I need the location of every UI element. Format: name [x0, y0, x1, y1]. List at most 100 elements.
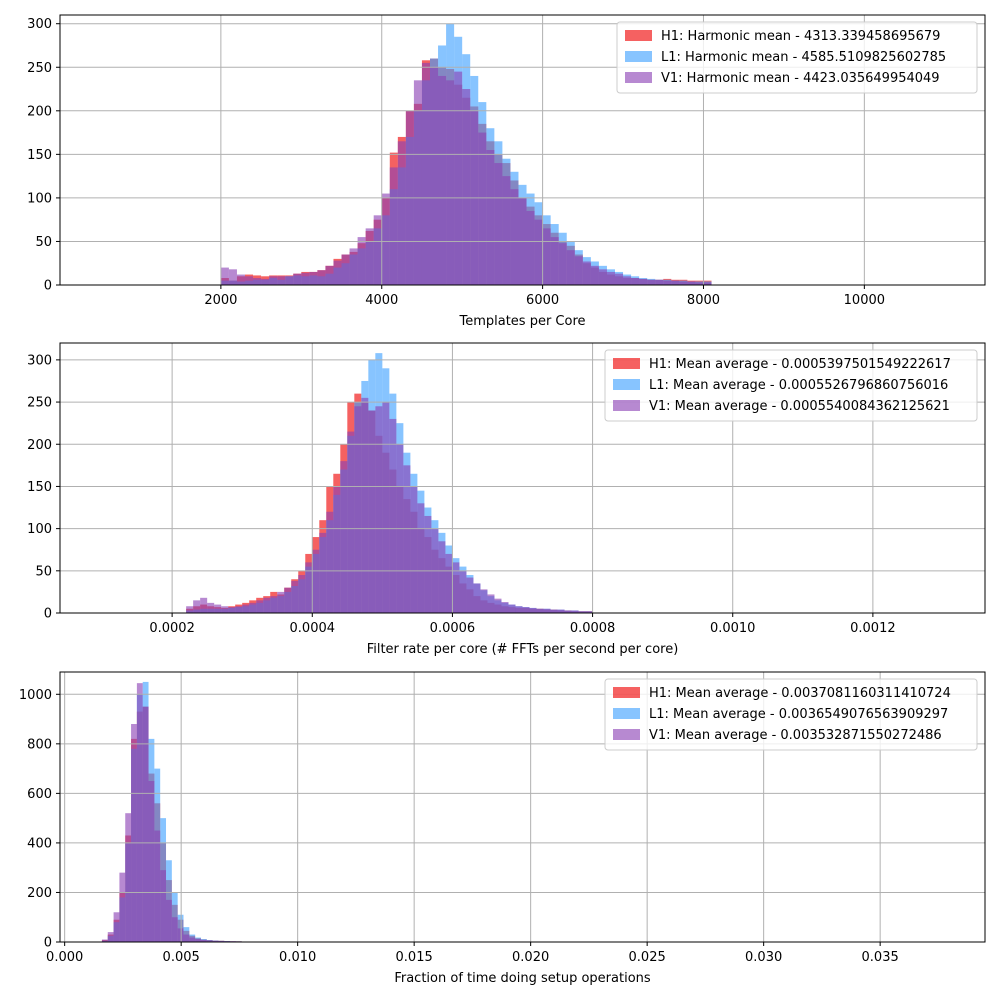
histogram-bar — [494, 163, 503, 285]
histogram-bar — [245, 276, 254, 285]
legend-label-l1: L1: Mean average - 0.0036549076563909297 — [649, 707, 948, 722]
legend-label-h1: H1: Harmonic mean - 4313.339458695679 — [661, 29, 940, 44]
histogram-bar — [438, 75, 447, 285]
y-tick-label: 200 — [27, 104, 52, 119]
legend-label-v1: V1: Mean average - 0.0005540084362125621 — [649, 399, 950, 414]
x-tick-label: 0.0006 — [430, 621, 476, 636]
legend-box — [604, 349, 978, 422]
histogram-bar — [430, 67, 439, 285]
x-tick-label: 0.0004 — [290, 621, 336, 636]
y-tick-label: 400 — [27, 836, 52, 851]
histogram-bar — [459, 570, 467, 613]
histogram-bar — [312, 549, 320, 613]
histogram-bar — [131, 724, 137, 942]
histogram-bar — [354, 406, 362, 613]
histogram-bar — [502, 176, 511, 285]
y-tick-label: 600 — [27, 787, 52, 802]
histogram-bar — [663, 280, 672, 285]
histogram-bar — [171, 917, 178, 942]
histogram-bar — [284, 587, 292, 613]
histogram-bars — [186, 353, 593, 613]
histogram-bar — [445, 553, 453, 613]
histogram-bar — [277, 591, 285, 613]
legend: H1: Mean average - 0.0005397501549222617… — [604, 349, 978, 422]
histogram-bar — [375, 406, 383, 613]
histogram-bar — [466, 577, 474, 613]
histogram-bar — [550, 237, 559, 285]
series-v1 — [101, 683, 289, 942]
histogram-bar — [590, 265, 599, 285]
histogram-bar — [357, 237, 366, 285]
histogram-bar — [291, 580, 299, 613]
histogram-bar — [193, 600, 201, 613]
legend-swatch-h1 — [613, 358, 640, 369]
histogram-bar — [195, 939, 201, 942]
histogram-bar — [326, 511, 334, 613]
histogram-bar — [136, 683, 143, 942]
histogram-bar — [566, 250, 575, 285]
histogram-bar — [606, 271, 615, 285]
y-tick-label: 0 — [44, 936, 52, 951]
x-tick-label: 0.0002 — [149, 621, 195, 636]
histogram-bar — [454, 71, 463, 285]
series-v1 — [186, 397, 593, 613]
histogram-bar — [333, 486, 341, 613]
histogram-bar — [207, 602, 215, 613]
histogram-bar — [536, 608, 544, 613]
x-tick-label: 0.0008 — [570, 621, 616, 636]
legend-label-v1: V1: Mean average - 0.003532871550272486 — [649, 728, 942, 743]
x-tick-label: 6000 — [526, 293, 559, 308]
histogram-bar — [647, 279, 656, 285]
histogram-bar — [534, 219, 543, 285]
histogram-bar — [160, 870, 167, 942]
legend-swatch-l1 — [613, 708, 640, 719]
histogram-bar — [438, 541, 446, 613]
legend-label-h1: H1: Mean average - 0.0037081160311410724 — [649, 686, 951, 701]
histogram-bar — [347, 431, 355, 613]
histogram-bar — [183, 934, 190, 942]
y-tick-label: 50 — [35, 235, 52, 250]
histogram-bar — [381, 193, 390, 285]
histogram-bar — [200, 597, 208, 613]
histogram-bar — [421, 62, 430, 285]
axes-frame — [59, 14, 986, 286]
x-tick-label: 0.0012 — [850, 621, 896, 636]
histogram-bar — [486, 150, 495, 285]
subplot-1: 2000 4000 6000 8000 10000 0 50 100 150 200 250 300 T… — [27, 14, 986, 329]
histogram-bar — [317, 270, 326, 285]
histogram-bar — [333, 260, 342, 285]
histogram-bar — [349, 248, 358, 285]
histogram-bar — [478, 132, 487, 285]
histogram-bar — [221, 606, 229, 613]
histogram-bar — [341, 254, 350, 285]
histogram-bar — [526, 210, 535, 285]
legend-label-h1: H1: Mean average - 0.0005397501549222617 — [649, 357, 951, 372]
histogram-bar — [473, 583, 481, 613]
y-tick-label: 250 — [27, 61, 52, 76]
histogram-bar — [452, 562, 460, 613]
y-tick-label: 200 — [27, 438, 52, 453]
histogram-bar — [305, 562, 313, 613]
y-tick-label: 150 — [27, 480, 52, 495]
histogram-bar — [200, 940, 207, 942]
histogram-bar — [189, 937, 196, 942]
x-tick-label: 0.025 — [629, 950, 666, 965]
histogram-bar — [148, 780, 155, 942]
histogram-bar — [206, 940, 213, 942]
histogram-bar — [214, 604, 222, 613]
histogram-bar — [263, 597, 271, 613]
histogram-bar — [125, 813, 132, 942]
y-tick-label: 200 — [27, 886, 52, 901]
x-axis-label: Filter rate per core (# FFTs per second … — [367, 642, 679, 657]
y-tick-label: 300 — [27, 17, 52, 32]
histogram-bar — [340, 461, 348, 613]
histogram-bar — [462, 89, 471, 285]
x-axis-label: Templates per Core — [458, 314, 585, 329]
histogram-bar — [397, 141, 406, 285]
histogram-bar — [542, 228, 551, 285]
axes-frame — [59, 671, 986, 943]
legend-swatch-v1 — [613, 729, 640, 740]
histogram-bar — [571, 610, 579, 613]
histogram-bar — [325, 265, 334, 285]
legend-swatch-l1 — [625, 51, 652, 62]
